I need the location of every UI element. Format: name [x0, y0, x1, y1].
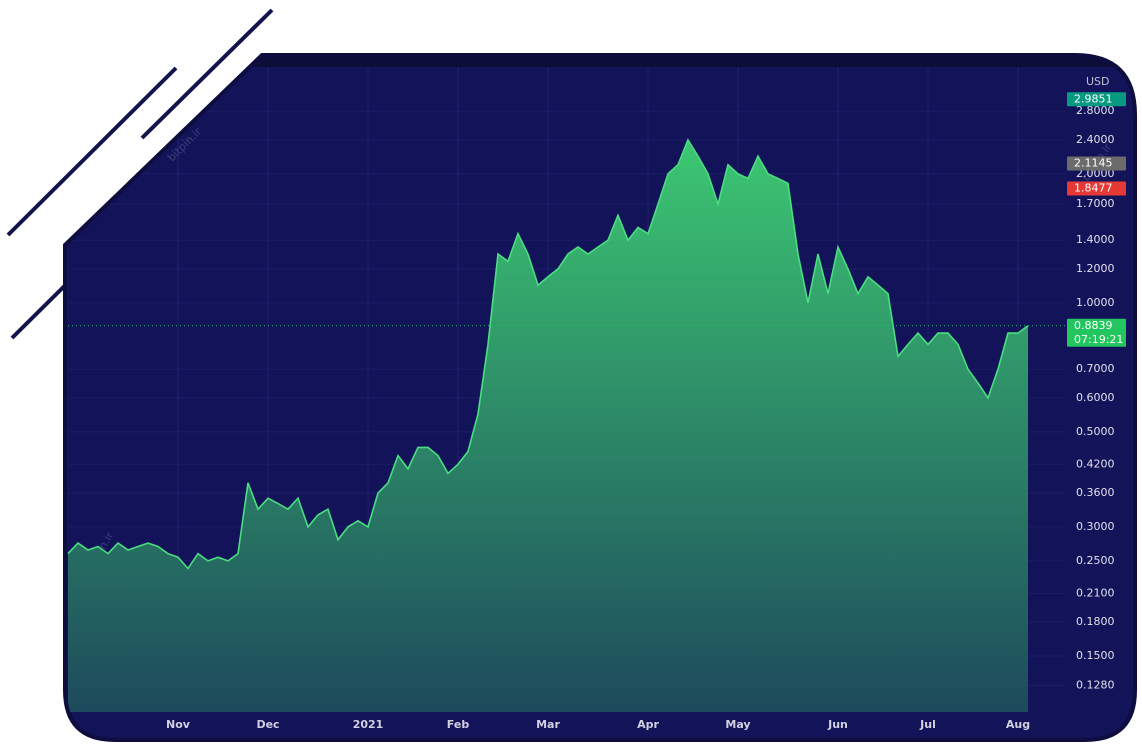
countdown: 07:19:21 [1074, 333, 1123, 346]
currency-label: USD [1086, 75, 1110, 88]
x-tick-label: 2021 [353, 718, 384, 731]
x-tick-label: May [725, 718, 750, 731]
price-marker-label: 2.9851 [1074, 92, 1113, 105]
price-marker-label: 2.1145 [1074, 156, 1113, 169]
x-tick-label: Dec [256, 718, 279, 731]
x-tick-label: Nov [166, 718, 191, 731]
y-tick-label: 1.7000 [1076, 197, 1115, 210]
x-tick-label: Aug [1006, 718, 1030, 731]
y-tick-label: 0.7000 [1076, 362, 1115, 375]
y-tick-label: 2.4000 [1076, 133, 1115, 146]
y-tick-label: 2.8000 [1076, 104, 1115, 117]
y-tick-label: 0.3000 [1076, 520, 1115, 533]
y-tick-label: 0.2100 [1076, 586, 1115, 599]
top-bar [65, 55, 1135, 67]
price-line [67, 138, 1029, 570]
decor-line [6, 66, 178, 237]
y-tick-label: 1.0000 [1076, 296, 1115, 309]
price-marker [1067, 181, 1126, 196]
price-marker-label: 1.8477 [1074, 182, 1113, 195]
y-tick-label: 0.1500 [1076, 649, 1115, 662]
y-tick-label: 1.2000 [1076, 262, 1115, 275]
plot-area: Nov Dec 2021 Feb Mar Apr May Jun Jul Aug 0.1280 0.1… [65, 55, 1135, 740]
x-tick-label: Mar [536, 718, 560, 731]
y-tick-label: 0.1800 [1076, 615, 1115, 628]
price-marker [1067, 92, 1126, 107]
x-tick-label: Apr [637, 718, 659, 731]
y-tick-label: 0.2500 [1076, 554, 1115, 567]
y-tick-label: 0.5000 [1076, 425, 1115, 438]
price-marker-label: 0.8839 [1074, 319, 1113, 332]
x-tick-label: Jul [919, 718, 936, 731]
y-tick-label: 0.4200 [1076, 457, 1115, 470]
y-tick-label: 0.6000 [1076, 391, 1115, 404]
x-tick-label: Jun [827, 718, 848, 731]
decor-line [140, 8, 274, 140]
price-marker [1067, 156, 1126, 171]
price-marker [1067, 318, 1126, 347]
x-tick-label: Feb [447, 718, 470, 731]
y-tick-label: 0.1280 [1076, 678, 1115, 691]
area-fill [68, 139, 1028, 712]
panel-frame [63, 53, 1137, 742]
y-tick-label: 1.4000 [1076, 233, 1115, 246]
y-tick-label: 0.3600 [1076, 486, 1115, 499]
